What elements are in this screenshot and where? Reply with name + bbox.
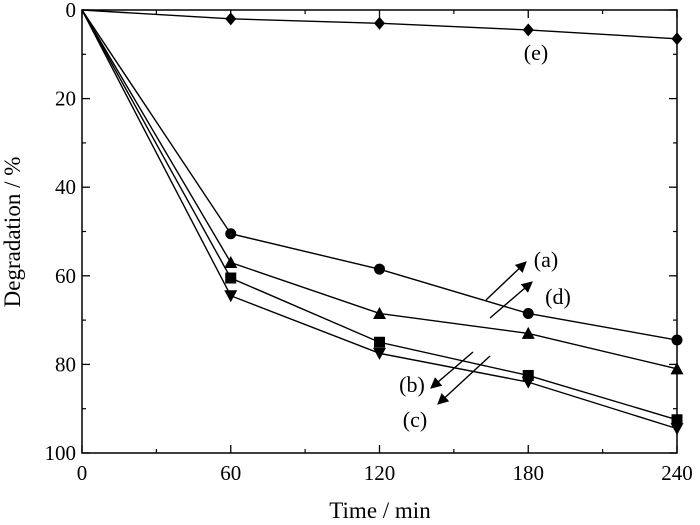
diamond-marker xyxy=(671,32,683,46)
annotation-d: (d) xyxy=(545,284,571,309)
triangle-up-marker xyxy=(224,256,238,269)
square-marker xyxy=(374,336,385,348)
arrow-a xyxy=(485,261,527,301)
annotation-c: (c) xyxy=(403,407,427,432)
plot-frame xyxy=(81,9,678,454)
triangle-down-marker xyxy=(373,347,386,360)
circle-marker xyxy=(374,263,385,275)
circle-marker xyxy=(225,228,237,240)
circle-marker xyxy=(671,334,683,346)
triangle-down-marker xyxy=(224,290,238,303)
square-marker xyxy=(522,369,534,381)
y-tick-label: 80 xyxy=(55,352,76,376)
triangle-up-marker xyxy=(670,362,684,375)
y-tick-label: 60 xyxy=(55,264,76,288)
arrow-c xyxy=(437,355,491,405)
x-tick-label: 0 xyxy=(77,461,88,485)
x-tick-label: 60 xyxy=(220,461,241,485)
y-tick-label: 20 xyxy=(55,87,76,111)
axis-ticks: 0 60 120 180 240 0 20 40 60 80 100 xyxy=(45,0,693,485)
arrow-d xyxy=(489,281,533,319)
series-line-4 xyxy=(81,9,678,430)
annotation-e: (e) xyxy=(524,40,548,65)
triangle-down-marker xyxy=(521,376,535,389)
series-lines xyxy=(81,9,678,430)
x-tick-label: 240 xyxy=(661,461,693,485)
x-axis-title: Time / min xyxy=(329,498,431,523)
x-tick-label: 180 xyxy=(513,461,545,485)
annotation-b: (b) xyxy=(399,372,425,397)
diamond-marker xyxy=(374,16,385,30)
square-marker xyxy=(225,272,237,284)
y-axis-title: Degradation / % xyxy=(0,157,25,308)
annotation-a: (a) xyxy=(534,247,558,272)
triangle-up-marker xyxy=(521,326,535,339)
y-tick-label: 100 xyxy=(45,441,77,465)
triangle-down-marker xyxy=(670,423,684,436)
circle-marker xyxy=(522,307,534,319)
x-tick-label: 120 xyxy=(364,461,396,485)
y-tick-label: 0 xyxy=(66,0,77,22)
series-markers xyxy=(224,12,684,436)
square-marker xyxy=(671,414,683,426)
diamond-marker xyxy=(225,12,237,26)
diamond-marker xyxy=(522,23,534,37)
series-line-1 xyxy=(81,9,678,341)
y-tick-label: 40 xyxy=(55,175,76,199)
annotation-labels: (a) (d) (b) (c) (e) xyxy=(399,40,571,432)
annotation-arrows xyxy=(430,261,533,405)
triangle-up-marker xyxy=(373,306,386,319)
arrow-b xyxy=(430,351,474,389)
